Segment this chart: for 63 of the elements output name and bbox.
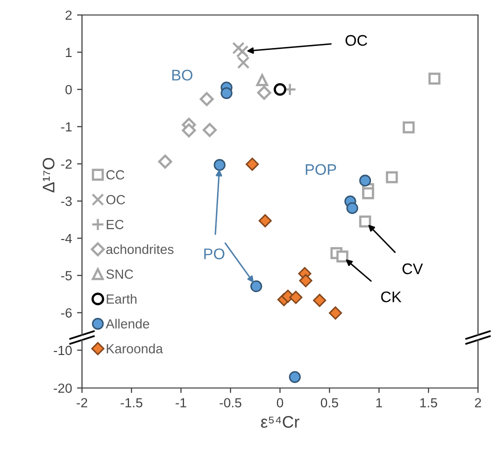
point <box>257 86 272 100</box>
annotation: POP <box>306 164 336 175</box>
point <box>328 306 342 320</box>
y-tick-label: -10 <box>54 346 72 356</box>
point <box>299 274 312 288</box>
x-tick-label: -0.5 <box>220 398 242 408</box>
point <box>250 280 262 292</box>
point <box>246 158 259 171</box>
point <box>200 92 214 106</box>
x-tick-label: 1 <box>376 398 382 408</box>
x-tick-label: -2 <box>76 398 88 408</box>
point <box>359 216 372 228</box>
legend-label: achondrites <box>106 244 174 254</box>
y-tick-label: -3 <box>61 196 72 206</box>
x-axis-title: ε⁵⁴Cr <box>261 416 300 428</box>
annotation: OC <box>346 35 368 46</box>
y-tick-label: -4 <box>61 234 72 244</box>
legend-label: OC <box>106 195 126 204</box>
y-tick-label: 1 <box>66 48 72 57</box>
annotation: PO <box>204 248 224 260</box>
x-tick-label: 0 <box>276 398 284 408</box>
legend-label: EC <box>106 220 124 230</box>
point <box>202 122 217 137</box>
legend-label: Earth <box>106 294 136 304</box>
y-tick-label: -6 <box>61 308 72 318</box>
y-tick-label: -2 <box>61 159 72 169</box>
point <box>289 290 302 304</box>
legend-label: Karoonda <box>106 344 163 354</box>
point <box>237 56 250 69</box>
point <box>362 187 374 200</box>
x-tick-label: 1.5 <box>420 398 438 408</box>
point <box>236 45 249 58</box>
point <box>220 87 232 100</box>
y-tick-label: -5 <box>61 271 72 280</box>
annotation: CK <box>381 291 402 302</box>
point <box>402 121 415 134</box>
legend-label: SNC <box>106 270 134 279</box>
y-tick-label: 0 <box>65 84 72 94</box>
x-tick-label: -1.5 <box>120 398 142 408</box>
point <box>336 250 348 262</box>
x-tick-label: -1 <box>176 398 186 408</box>
point <box>274 83 286 96</box>
point <box>214 159 226 171</box>
y-tick-label: 2 <box>66 10 72 20</box>
y-tick-label: -20 <box>54 384 72 393</box>
point <box>359 174 372 186</box>
point <box>258 214 272 228</box>
legend-label: Allende <box>106 318 150 329</box>
point <box>428 72 440 85</box>
y-tick-label: -1 <box>61 122 72 132</box>
legend-label: CC <box>106 170 124 180</box>
point <box>256 74 268 86</box>
point <box>232 42 245 54</box>
point <box>386 171 398 184</box>
x-tick-label: 0.5 <box>320 398 338 408</box>
annotation: CV <box>402 263 423 274</box>
point <box>182 123 196 138</box>
point <box>346 202 358 214</box>
y-axis-title: Δ¹⁷O <box>42 158 54 192</box>
annotation: BO <box>172 70 192 81</box>
point <box>313 294 326 307</box>
x-tick-label: 2 <box>474 398 482 408</box>
point <box>158 154 172 169</box>
